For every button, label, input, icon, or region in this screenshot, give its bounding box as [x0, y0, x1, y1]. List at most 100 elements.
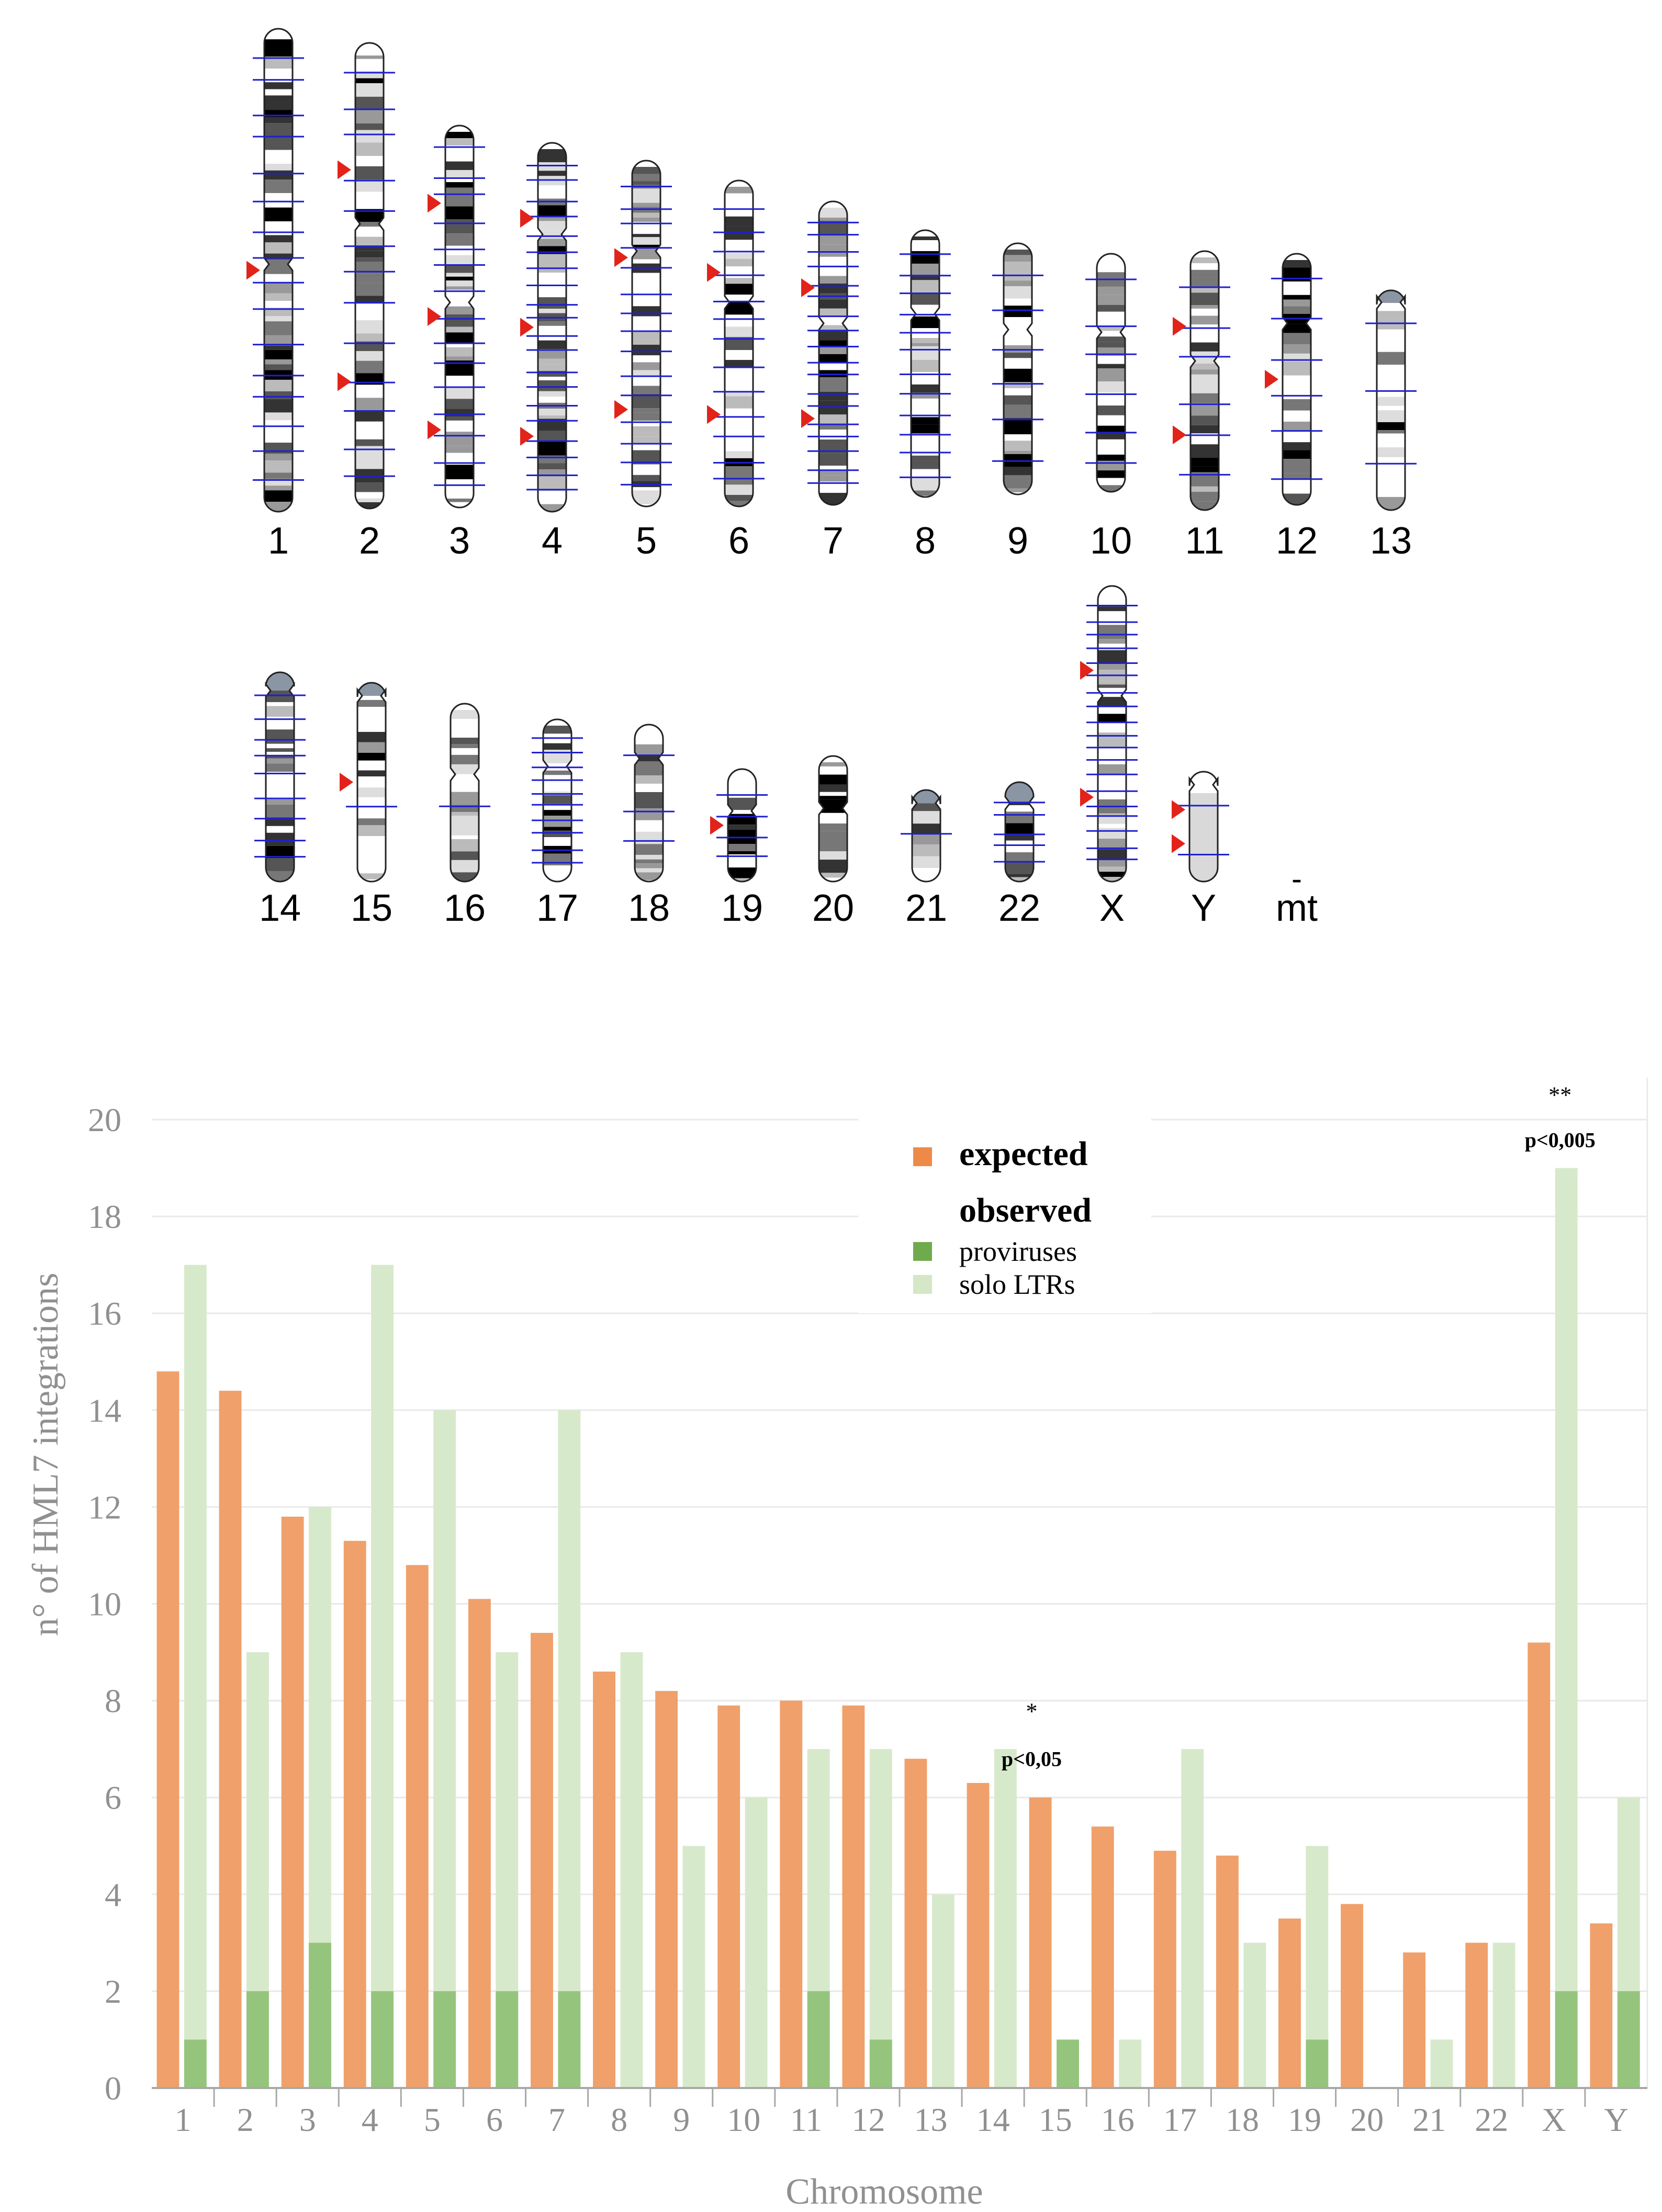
bar-proviruses-1: [184, 2039, 207, 2088]
y-tick-label: 20: [88, 1101, 121, 1138]
chromosome-bands: [538, 143, 566, 512]
chromosome-6: [707, 179, 765, 507]
bar-solo-ltrs-16: [1119, 2039, 1142, 2088]
y-tick-label: 18: [88, 1198, 121, 1235]
chromosome-bands: [1377, 290, 1405, 510]
chromosome-7: [801, 200, 859, 506]
bar-expected-5: [406, 1565, 429, 2088]
bar-proviruses-15: [1057, 2039, 1079, 2088]
chromosome-9: [992, 242, 1043, 495]
chromosome-8: [900, 229, 951, 498]
chromosome-bands: [1098, 586, 1126, 882]
x-tick-label-10: 10: [727, 2101, 760, 2138]
integration-arrow: [246, 261, 260, 280]
chromosome-bands: [1189, 772, 1218, 882]
chromosome-label-11: 11: [1185, 520, 1225, 562]
bar-expected-7: [531, 1633, 553, 2088]
chromosome-bands: [1283, 254, 1311, 505]
chromosome-21: [901, 789, 952, 883]
chart-bars: [156, 1168, 1640, 2088]
y-tick-label: 14: [88, 1392, 121, 1429]
y-axis-label: n° of HML7 integrations: [26, 1273, 66, 1637]
legend-header-observed: observed: [959, 1191, 1092, 1229]
bar-solo-ltrs-12: [869, 1749, 892, 2088]
legend-label-expected: expected: [959, 1135, 1088, 1173]
bar-proviruses-X: [1555, 1991, 1578, 2088]
bar-expected-11: [780, 1700, 803, 2088]
x-tick-label-17: 17: [1163, 2101, 1197, 2138]
bar-expected-20: [1341, 1904, 1363, 2088]
chromosome-bands: [728, 769, 756, 882]
x-tick-label-6: 6: [486, 2101, 503, 2138]
x-tick-label-8: 8: [611, 2101, 627, 2138]
chromosome-11: [1173, 250, 1230, 511]
x-tick-label-2: 2: [237, 2101, 254, 2138]
bar-expected-14: [967, 1782, 990, 2088]
chromosome-19: [710, 768, 768, 883]
integration-arrow: [1172, 834, 1185, 853]
significance-stars: **: [1548, 1082, 1571, 1108]
x-tick-label-11: 11: [790, 2101, 823, 2138]
integration-arrow: [338, 160, 351, 179]
chromosome-4: [520, 142, 578, 513]
integration-arrow: [707, 405, 721, 424]
chromosome-label-21: 21: [905, 887, 947, 929]
chromosome-bands: [912, 790, 940, 882]
bar-expected-18: [1216, 1855, 1239, 2088]
chromosome-label-4: 4: [542, 520, 563, 562]
chromosome-label-Y: Y: [1191, 887, 1216, 929]
x-tick-label-22: 22: [1475, 2101, 1508, 2138]
legend-swatch-solo-ltrs: [913, 1275, 932, 1294]
chromosome-label-9: 9: [1007, 520, 1028, 562]
integration-arrow: [1172, 800, 1185, 819]
chromosome-label-2: 2: [359, 520, 380, 562]
chromosome-bands: [725, 180, 753, 506]
y-tick-label: 4: [105, 1876, 121, 1913]
bar-proviruses-12: [869, 2039, 892, 2088]
bar-solo-ltrs-8: [620, 1652, 643, 2088]
integration-arrow: [428, 307, 441, 326]
legend-bg: [858, 1109, 1151, 1313]
x-tick-label-14: 14: [976, 2101, 1010, 2138]
x-tick-label-12: 12: [851, 2101, 885, 2138]
integration-arrow: [1173, 317, 1186, 336]
bar-expected-1: [156, 1371, 179, 2088]
x-tick-label-19: 19: [1288, 2101, 1321, 2138]
x-tick-label-3: 3: [299, 2101, 316, 2138]
chromosome-1: [246, 28, 304, 513]
bar-expected-4: [343, 1541, 366, 2088]
bar-proviruses-19: [1306, 2039, 1329, 2088]
chromosome-5: [614, 160, 672, 507]
chromosome-label-20: 20: [812, 887, 854, 929]
chromosome-15: [340, 682, 397, 883]
chart-annotations: * p<0,05 ** p<0,005: [1002, 1082, 1596, 1771]
chromosome-2: [338, 42, 395, 510]
chromosome-label-X: X: [1099, 887, 1125, 929]
chromosome-14: [254, 671, 306, 883]
y-tick-label: 16: [88, 1295, 121, 1332]
chart-legend: expected observed proviruses solo LTRs: [858, 1109, 1151, 1313]
y-tick-label: 12: [88, 1488, 121, 1526]
x-axis-label: Chromosome: [785, 2172, 983, 2212]
significance-pvalue: p<0,005: [1525, 1128, 1596, 1152]
integration-arrow: [710, 816, 724, 835]
bar-expected-15: [1029, 1797, 1052, 2088]
bar-expected-9: [655, 1691, 678, 2088]
chromosome-label-12: 12: [1276, 520, 1318, 562]
chromosome-3: [428, 125, 485, 509]
chromosome-bands: [819, 201, 847, 505]
legend-swatch-expected: [913, 1147, 932, 1166]
bar-expected-3: [281, 1516, 304, 2088]
x-tick-label-20: 20: [1350, 2101, 1384, 2138]
chromosome-label-22: 22: [998, 887, 1040, 929]
chromosome-label-16: 16: [444, 887, 486, 929]
chromosome-bands: [1005, 782, 1034, 882]
integration-arrow: [1265, 370, 1278, 389]
chromosome-bands: [1097, 254, 1125, 492]
integration-arrow: [340, 773, 353, 792]
chromosome-bands: [632, 161, 660, 506]
